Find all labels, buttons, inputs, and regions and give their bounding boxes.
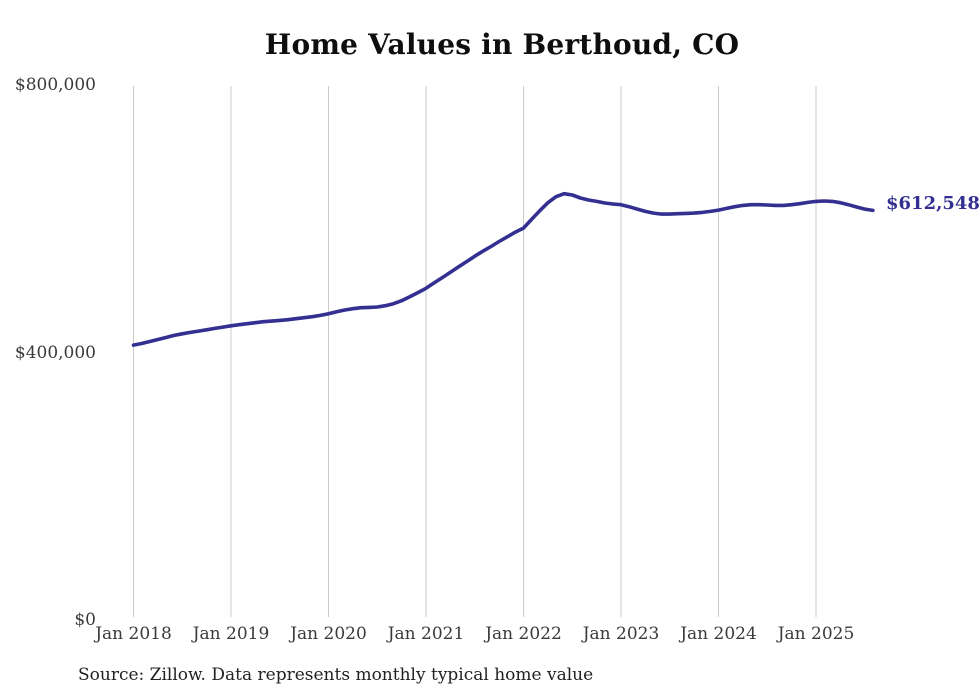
current-value-label: $612,548: [886, 193, 980, 214]
x-tick-label: Jan 2019: [192, 624, 270, 644]
source-note: Source: Zillow. Data represents monthly …: [78, 665, 594, 685]
y-tick-label: $400,000: [14, 342, 96, 363]
y-tick-label: $0: [74, 610, 96, 630]
x-tick-label: Jan 2021: [387, 624, 465, 644]
x-tick-label: Jan 2020: [290, 624, 367, 644]
home-value-line: [131, 191, 875, 347]
x-tick-label: Jan 2024: [680, 624, 757, 644]
y-tick-label: $800,000: [14, 75, 96, 95]
x-tick-label: Jan 2025: [777, 624, 855, 644]
x-tick-label: Jan 2018: [95, 624, 172, 644]
chart-title: Home Values in Berthoud, CO: [264, 28, 740, 61]
x-tick-label: Jan 2023: [582, 624, 660, 644]
x-tick-label: Jan 2022: [485, 624, 562, 644]
